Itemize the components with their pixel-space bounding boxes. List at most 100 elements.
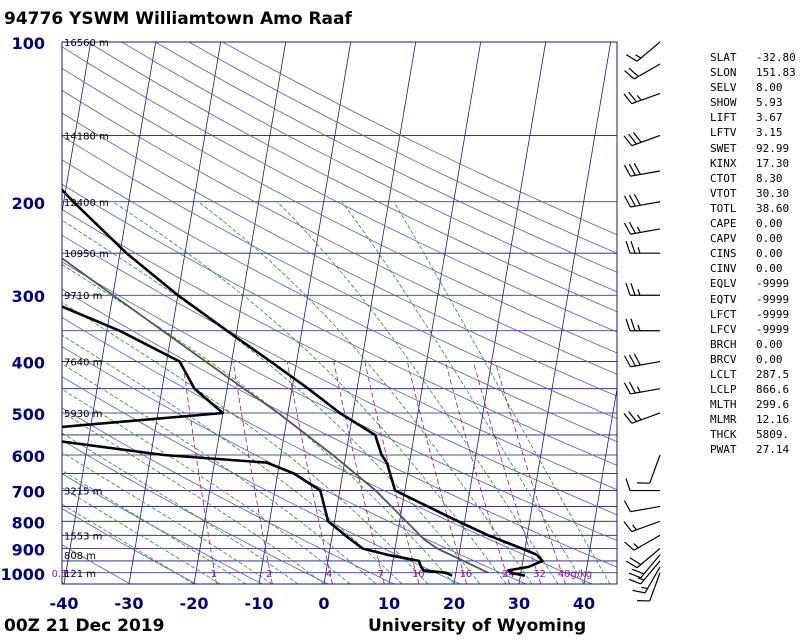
wind-barb [624,63,661,80]
mixing-ratio-label: 7 [377,569,383,580]
pressure-tick-label: 200 [12,194,45,213]
pressure-tick-label: 700 [12,483,45,502]
dry-adiabat-line [62,407,395,584]
pressure-tick-label: 100 [12,34,45,53]
index-value: 8.00 [756,81,783,95]
index-row: VTOT 30.30 [710,186,800,201]
dry-adiabat-line [62,208,617,491]
index-key: CAPE [710,217,737,231]
wind-barb [623,132,661,147]
index-key: LCLP [710,383,737,397]
index-value: 12.16 [756,413,790,427]
mixing-ratio-line [494,361,566,584]
index-value: -9999 [756,322,790,336]
mixing-ratio-label: 4 [326,569,332,580]
index-value: 5.93 [756,96,783,110]
index-row: MLTH 299.6 [710,397,800,412]
mixing-ratio-line [445,361,510,584]
isotherm-line [453,42,547,584]
index-value: 287.5 [756,367,790,381]
index-row: PWAT 27.14 [710,442,800,457]
dry-adiabat-line [62,544,131,584]
dry-adiabat-line [62,582,65,584]
index-value: 38.60 [756,201,790,215]
plot-frame [61,41,618,585]
index-value: 0.00 [756,217,783,231]
index-key: KINX [710,156,737,170]
index-value: 151.83 [756,66,796,80]
isotherm-line [388,42,482,584]
index-row: SELV 8.00 [710,80,800,95]
dry-adiabat-line [62,261,617,542]
wind-barb [628,554,661,579]
chart-title: 94776 YSWM Williamtown Amo Raaf [4,9,352,29]
temperature-tick-label: 40 [573,594,595,613]
index-row: EQTV -9999 [710,292,800,307]
pressure-tick-label: 600 [12,447,45,466]
wind-barb [625,241,660,254]
index-row: THCK 5809. [710,427,800,442]
dry-adiabat-line [62,67,617,354]
index-key: CINS [710,247,737,261]
moist-adiabat-line [62,487,221,584]
dry-adiabat-line [62,376,461,584]
height-label: 9710 m [64,291,102,302]
index-row: MLMR 12.16 [710,412,800,427]
index-row: CAPV 0.00 [710,231,800,246]
index-key: CTOT [710,171,737,185]
index-row: CAPE 0.00 [710,216,800,231]
wind-barb [625,283,660,296]
height-label: 14180 m [64,131,109,142]
temperature-tick-label: -30 [115,594,144,613]
height-label: 121 m [64,569,96,580]
height-label: 3215 m [64,487,102,498]
index-value: -9999 [756,292,790,306]
temperature-tick-label: 0 [318,594,329,613]
sounding-indices-table: SLAT -32.80 SLON 151.83 SELV 8.00 SHOW 5.93 LIFT… [710,50,800,458]
index-key: LFCV [710,322,737,336]
index-value: 5809. [756,428,790,442]
mixing-ratio-label: 32 [533,569,546,580]
index-key: MLTH [710,398,737,412]
index-key: SWET [710,141,737,155]
wind-barb [637,572,661,602]
moist-adiabat-line [62,301,429,584]
dry-adiabat-line [62,508,197,584]
index-value: 17.30 [756,156,790,170]
index-key: SLAT [710,51,737,64]
height-label: 808 m [64,551,96,562]
moist-adiabat-line [62,363,377,584]
isotherm-line [128,42,222,584]
isotherm-line [0,42,26,584]
dry-adiabat-line [62,316,592,584]
moist-adiabat-line [62,411,325,584]
moist-adiabat-line [62,451,273,584]
wind-barb [623,91,661,105]
dry-adiabat-line [62,135,617,420]
dry-adiabat-line [62,346,527,584]
isotherm-line [518,42,612,584]
index-row: SWET 92.99 [710,141,800,156]
mixing-ratio-line [232,361,273,584]
temperature-tick-label: 10 [378,594,400,613]
wind-barb [625,41,661,62]
moist-adiabat-line [198,201,533,584]
dry-adiabat-line [62,439,329,584]
mixing-ratio-line [333,361,385,584]
dry-adiabat-line [62,473,263,584]
mixing-ratio-line [472,361,542,584]
moist-adiabat-line [393,201,611,584]
wind-barb [625,548,661,569]
moist-adiabat-line [62,388,351,584]
index-value: 0.00 [756,232,783,246]
dry-adiabat-line [62,112,617,397]
temperature-tick-label: -40 [50,594,79,613]
index-key: LFTV [710,126,737,140]
index-key: LFCT [710,307,737,321]
index-row: LFCV -9999 [710,322,800,337]
temperature-tick-label: 30 [508,594,530,613]
height-label: 10950 m [64,249,109,260]
index-key: SELV [710,81,737,95]
index-key: EQLV [710,277,737,291]
